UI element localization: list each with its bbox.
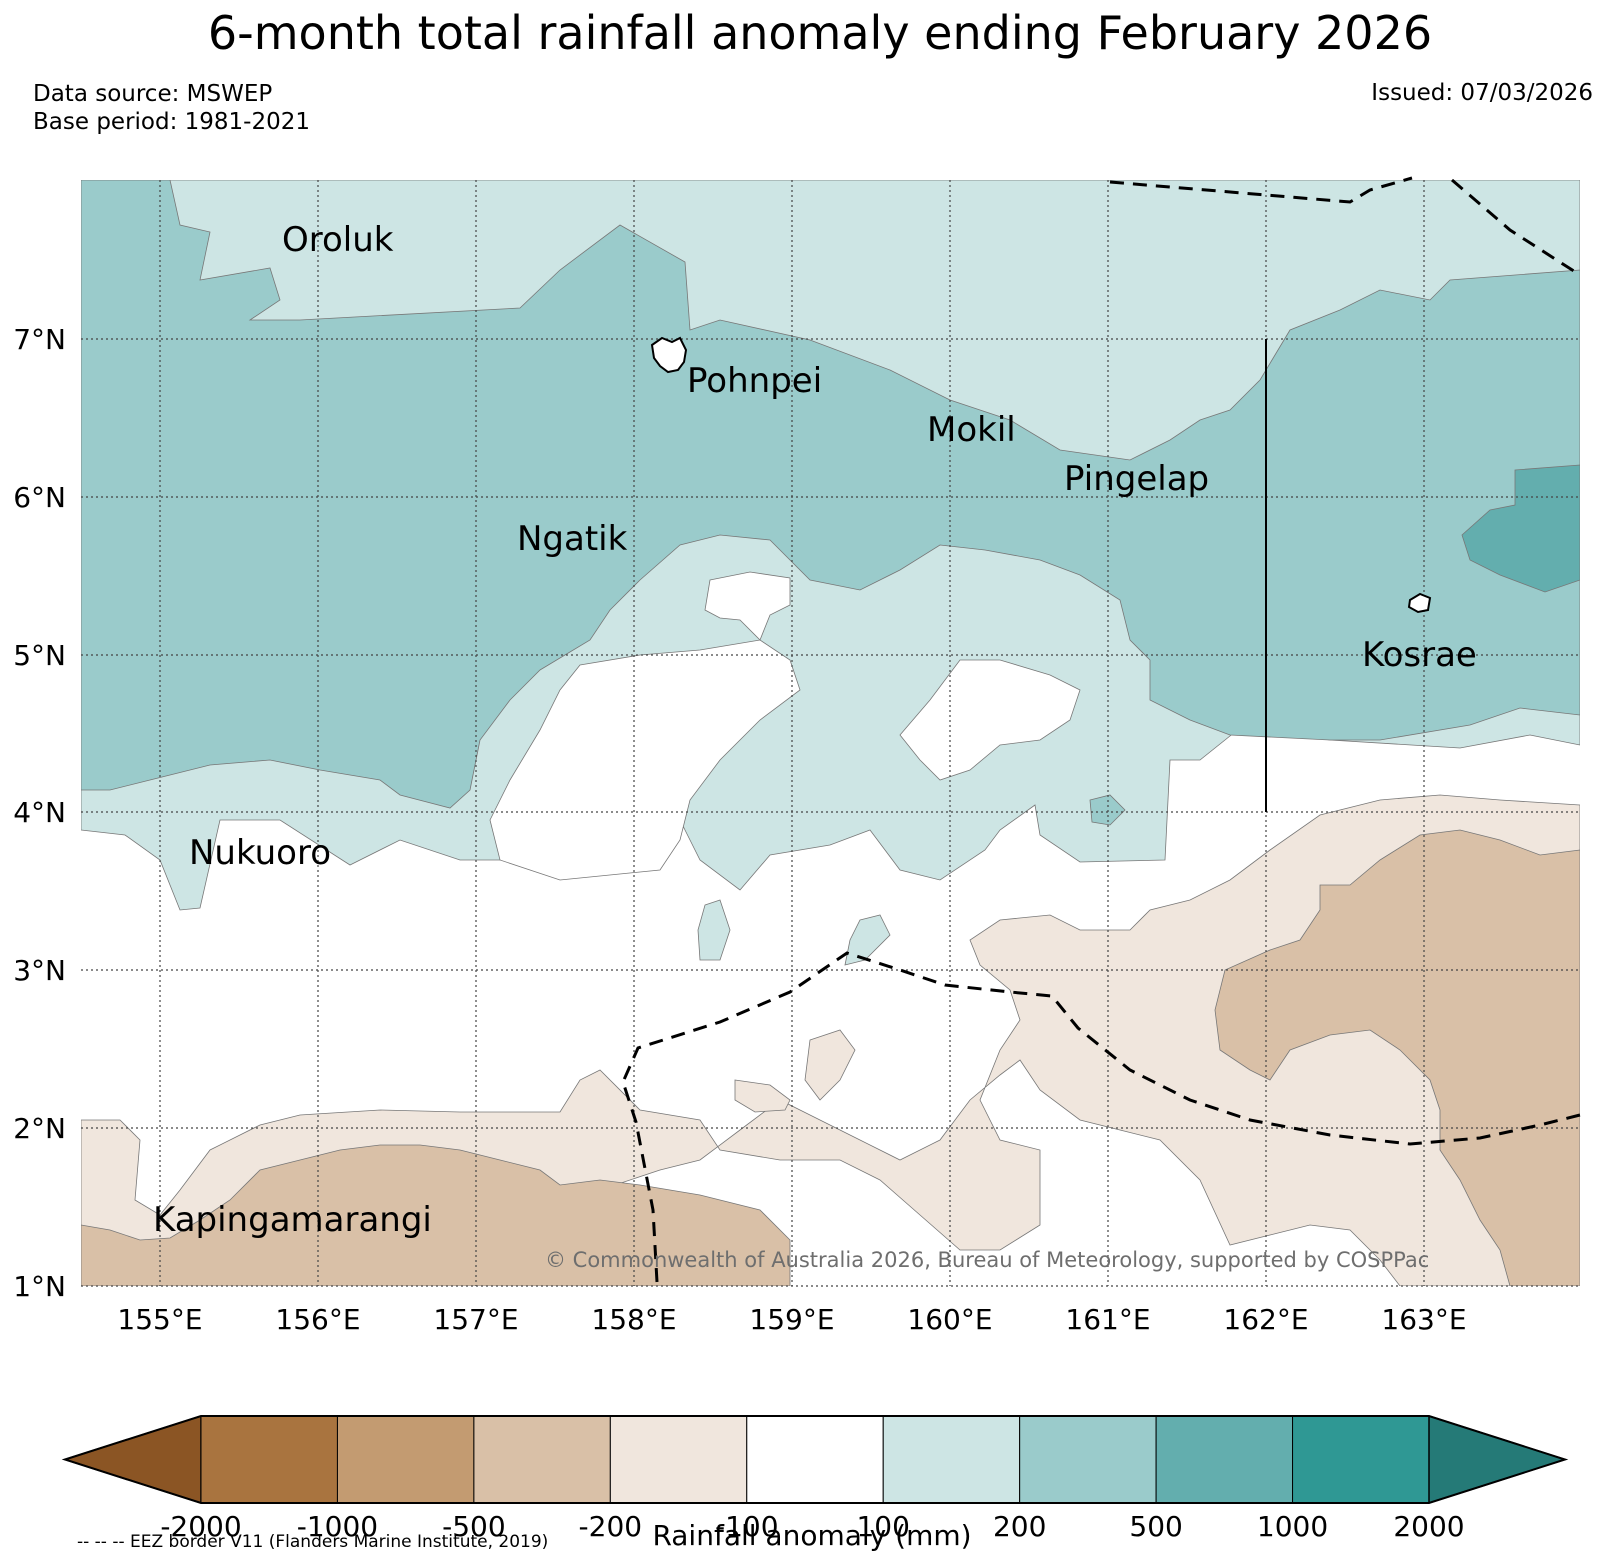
lon-tick: 156°E [275, 1303, 360, 1336]
lon-tick: 159°E [749, 1303, 834, 1336]
anomaly-region-500-1000 [1461, 464, 1580, 593]
lat-tick: 1°N [13, 1270, 66, 1303]
colorbar: -2000 -1000 -500 -200 -100 100 200 500 1000 2000 [61, 1414, 1569, 1543]
place-mokil: Mokil [927, 410, 1016, 450]
place-kapingamarangi: Kapingamarangi [153, 1200, 432, 1240]
graticule [81, 180, 1580, 1287]
map-title: 6-month total rainfall anomaly ending Fe… [207, 6, 1433, 60]
colorbar-extend-low [62, 1414, 202, 1505]
anomaly-region-neg200-neg500-east [1214, 829, 1580, 1286]
lat-tick: 6°N [13, 481, 66, 514]
lon-tick: 158°E [591, 1303, 676, 1336]
place-labels: Oroluk Pohnpei Mokil Pingelap Ngatik Kos… [153, 220, 1477, 1240]
eez-border [621, 176, 1581, 1283]
issued-date: Issued: 07/03/2026 [1371, 80, 1593, 106]
colorbar-swatch [746, 1415, 884, 1504]
pohnpei-island [650, 336, 688, 374]
colorbar-tick-label: 500 [1129, 1510, 1182, 1543]
anomaly-patch-1 [734, 1079, 791, 1113]
colorbar-tick-label: -100 [715, 1510, 779, 1543]
lon-tick: 163°E [1381, 1303, 1466, 1336]
place-nukuoro: Nukuoro [189, 833, 331, 873]
colorbar-tick-label: -2000 [160, 1510, 241, 1543]
data-source: Data source: MSWEP [33, 81, 273, 107]
lat-tick: 7°N [13, 323, 66, 356]
lon-tick: 155°E [117, 1303, 202, 1336]
colorbar-tick-label: 1000 [1257, 1510, 1328, 1543]
lat-tick: 3°N [13, 954, 66, 987]
lon-tick: 160°E [907, 1303, 992, 1336]
colorbar-swatch [200, 1415, 338, 1504]
lon-axis: 155°E 156°E 157°E 158°E 159°E 160°E 161°… [117, 1303, 1466, 1336]
colorbar-swatch [1155, 1415, 1294, 1504]
lon-tick: 161°E [1065, 1303, 1150, 1336]
anomaly-patch-2 [804, 1029, 856, 1101]
anomaly-region-neg100-100-gap [704, 571, 791, 641]
colorbar-tick-label: -500 [442, 1510, 506, 1543]
colorbar-tick-label: 100 [856, 1510, 909, 1543]
colorbar-swatch [882, 1415, 1021, 1504]
place-kosrae: Kosrae [1362, 635, 1477, 675]
eez-note: -- -- -- EEZ border V11 (Flanders Marine… [77, 1532, 548, 1552]
base-period: Base period: 1981-2021 [33, 109, 311, 135]
lon-tick: 157°E [433, 1303, 518, 1336]
colorbar-tick-label: 200 [993, 1510, 1046, 1543]
kosrae-island [1407, 592, 1432, 614]
anomaly-field [81, 180, 1580, 1286]
colorbar-swatch [336, 1415, 475, 1504]
source-info: Data source: MSWEP Base period: 1981-202… [33, 80, 310, 136]
place-pohnpei: Pohnpei [687, 361, 822, 401]
colorbar-tick-label: 2000 [1393, 1510, 1464, 1543]
colorbar-extend-high [1428, 1414, 1568, 1505]
anomaly-region-neg100-100-center [489, 639, 801, 881]
colorbar-outline [61, 1415, 1569, 1504]
colorbar-tick-label: -200 [579, 1510, 643, 1543]
colorbar-swatch [1292, 1415, 1430, 1504]
lat-tick: 5°N [13, 639, 66, 672]
colorbar-label: Rainfall anomaly (mm) [652, 1519, 971, 1552]
lat-tick: 4°N [13, 796, 66, 829]
lon-tick: 162°E [1223, 1303, 1308, 1336]
anomaly-patch-3 [697, 899, 731, 961]
place-oroluk: Oroluk [282, 220, 394, 260]
anomaly-region-200-500 [81, 180, 1580, 809]
colorbar-swatch [473, 1415, 611, 1504]
place-pingelap: Pingelap [1064, 459, 1209, 499]
anomaly-region-neg200-neg500-west [81, 1144, 791, 1286]
colorbar-swatch [1019, 1415, 1157, 1504]
colorbar-tick-label: -1000 [297, 1510, 378, 1543]
colorbar-swatch [609, 1415, 748, 1504]
copyright-notice: © Commonwealth of Australia 2026, Bureau… [545, 1248, 1429, 1272]
anomaly-region-neg100-100-east [899, 659, 1081, 781]
lat-tick: 2°N [13, 1112, 66, 1145]
lat-axis: 7°N 6°N 5°N 4°N 3°N 2°N 1°N [13, 323, 66, 1303]
place-ngatik: Ngatik [517, 519, 628, 559]
